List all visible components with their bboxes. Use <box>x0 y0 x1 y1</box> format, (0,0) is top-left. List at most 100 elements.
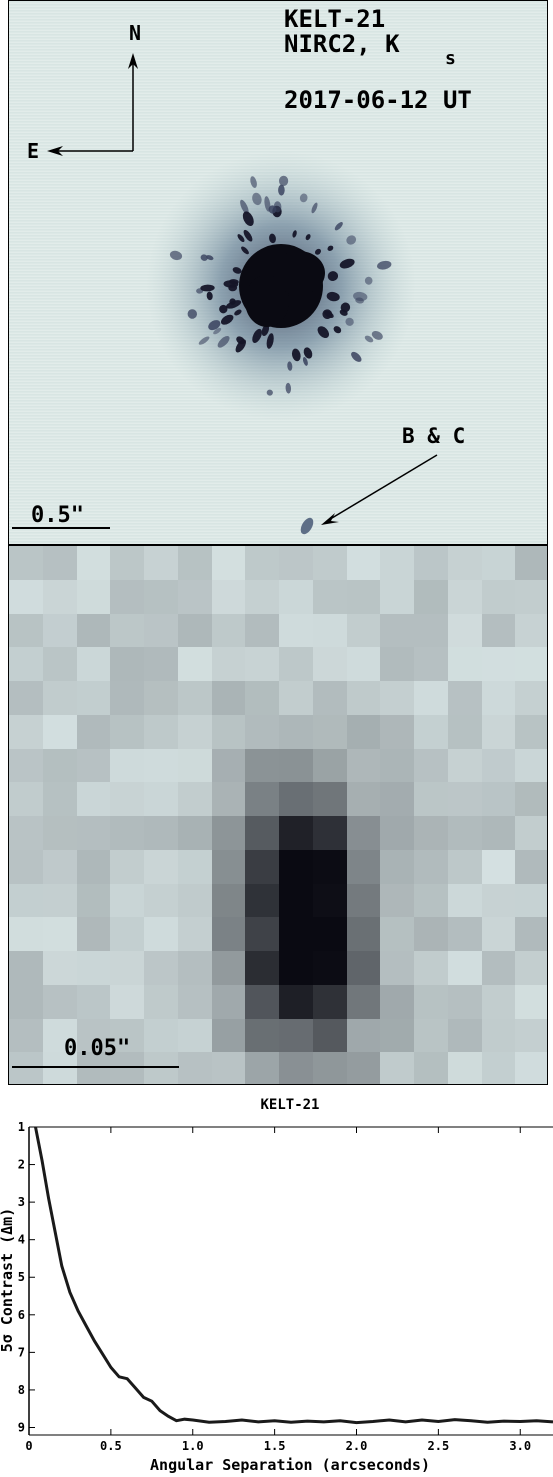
y-tick-label: 2 <box>18 1158 25 1172</box>
psf-image <box>47 53 438 535</box>
pixel-cell <box>144 714 178 749</box>
speckle <box>364 335 374 343</box>
speckle <box>228 284 238 292</box>
pixel-cell <box>245 984 279 1019</box>
pixel-cell <box>245 748 279 783</box>
pixel-cell <box>110 883 144 918</box>
pixel-cell <box>177 849 212 884</box>
pixel-cell <box>279 883 313 918</box>
pixel-cell <box>312 714 347 749</box>
pixel-cell <box>42 782 77 816</box>
pixel-cell <box>177 984 212 1019</box>
pixel-cell <box>515 984 547 1019</box>
pixel-cell <box>515 579 547 614</box>
speckle <box>292 230 297 238</box>
pixel-cell <box>9 546 43 580</box>
pixel-cell <box>380 748 414 783</box>
pixel-cell <box>414 1018 448 1053</box>
pixel-cell <box>76 1052 111 1084</box>
pixel-cell <box>380 917 414 951</box>
pixel-cell <box>9 1018 43 1053</box>
x-tick-label: 1.0 <box>182 1439 204 1453</box>
pixel-cell <box>245 647 279 681</box>
pixel-cell <box>110 849 144 884</box>
pixel-cell <box>447 883 482 918</box>
pixel-cell <box>211 816 246 850</box>
pixel-cell <box>312 613 347 648</box>
pixel-cell <box>245 782 279 816</box>
pixel-cell <box>9 681 43 715</box>
pixel-cell <box>76 546 111 580</box>
pixel-cell <box>346 681 381 715</box>
pixel-cell <box>211 579 246 614</box>
pixel-cell <box>76 849 111 884</box>
pixel-cell <box>279 681 313 715</box>
pixel-cell <box>9 782 43 816</box>
pixel-cell <box>42 1018 77 1053</box>
pixel-cell <box>211 681 246 715</box>
pixel-cell <box>245 951 279 985</box>
pixel-cell <box>76 782 111 816</box>
pixel-cell <box>42 714 77 749</box>
speckle <box>220 314 234 325</box>
north-label: N <box>129 21 142 45</box>
pixel-cell <box>177 1018 212 1053</box>
pixel-cell <box>447 816 482 850</box>
pixel-cell <box>279 984 313 1019</box>
pixel-cell <box>515 782 547 816</box>
speckle-ring <box>169 175 392 396</box>
pixel-cell <box>481 1018 516 1053</box>
pixel-cell <box>346 647 381 681</box>
pixel-cell <box>380 613 414 648</box>
speckle <box>237 234 245 243</box>
pixel-cell <box>42 681 77 715</box>
pixel-cell <box>110 951 144 985</box>
contrast-curve-chart: KELT-21 1 2 3 4 5 6 7 8 9 0 0.5 1.0 1.5 2.0 2.5 3.0 An… <box>0 1097 553 1474</box>
pixel-cell <box>110 917 144 951</box>
pixel-cell <box>312 748 347 783</box>
pixel-cell <box>279 816 313 850</box>
pixel-cell <box>380 647 414 681</box>
pixel-cell <box>144 681 178 715</box>
pixel-cell <box>76 951 111 985</box>
pixel-cell <box>245 917 279 951</box>
speckle <box>232 267 242 274</box>
pixel-cell <box>447 681 482 715</box>
speckle <box>333 326 342 334</box>
pixel-cell <box>279 579 313 614</box>
pixel-cell <box>481 681 516 715</box>
speckle <box>322 309 333 320</box>
speckle <box>334 222 343 231</box>
pixel-cell <box>481 816 516 850</box>
speckle <box>219 304 228 314</box>
pixel-cell <box>42 748 77 783</box>
pixel-cell <box>279 1052 313 1084</box>
pixel-cell <box>279 613 313 648</box>
wide-field-image: KELT-21 NIRC2, K s 2017-06-12 UT N E B &… <box>8 0 548 545</box>
pixel-cell <box>312 1018 347 1053</box>
pixel-cell <box>312 984 347 1019</box>
pixel-cell <box>177 748 212 783</box>
pixel-grid <box>9 546 547 1084</box>
pixel-cell <box>42 883 77 918</box>
pixel-cell <box>346 917 381 951</box>
pixel-cell <box>211 849 246 884</box>
pixel-cell <box>312 681 347 715</box>
speckle <box>206 255 214 261</box>
speckle <box>345 317 354 326</box>
pixel-cell <box>177 714 212 749</box>
pixel-cell <box>211 748 246 783</box>
pixel-cell <box>346 782 381 816</box>
pixel-cell <box>76 984 111 1019</box>
pixel-cell <box>177 816 212 850</box>
speckle <box>326 291 340 302</box>
pixel-cell <box>312 579 347 614</box>
speckle <box>208 320 221 331</box>
pixel-cell <box>9 917 43 951</box>
pixel-cell <box>481 984 516 1019</box>
speckle <box>327 245 334 252</box>
pixel-cell <box>110 546 144 580</box>
pixel-cell <box>414 883 448 918</box>
pixel-cell <box>447 984 482 1019</box>
pixel-cell <box>42 647 77 681</box>
